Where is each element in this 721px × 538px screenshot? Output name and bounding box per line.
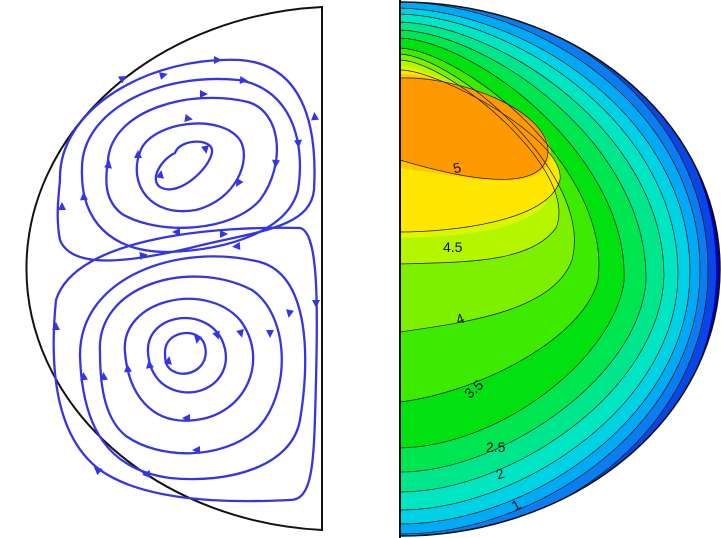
isoline <box>400 47 600 403</box>
isoline <box>400 53 575 333</box>
arrow-marker <box>182 414 190 422</box>
isoline <box>400 21 665 493</box>
arrow-marker <box>272 159 280 168</box>
arrow-marker <box>146 360 154 369</box>
arrow-marker <box>156 170 164 179</box>
isoline <box>400 13 679 511</box>
band-level-15 <box>400 77 548 180</box>
arrow-marker <box>232 242 241 250</box>
arrow-marker <box>58 202 66 210</box>
arrow-marker <box>286 309 294 318</box>
contour-label: 5 <box>451 159 462 176</box>
isoline <box>400 7 691 525</box>
streamline-upper-4 <box>80 77 302 254</box>
right-half-disk-outline <box>399 1 721 537</box>
contour-panel: 5 4.5 4 3.5 2.5 2 1 <box>399 0 721 538</box>
streamline-panel <box>25 5 323 532</box>
contour-bands <box>400 2 720 536</box>
streamline-lower-5 <box>78 255 307 481</box>
streamline-lower-6 <box>52 226 319 503</box>
arrow-marker <box>142 470 151 478</box>
arrow-marker <box>201 145 209 154</box>
arrow-marker <box>100 372 108 381</box>
arrow-marker <box>118 76 127 84</box>
arrow-marker <box>194 335 202 344</box>
arrow-marker <box>172 228 180 236</box>
arrow-marker <box>312 300 320 308</box>
streamline-arrows <box>52 56 320 478</box>
arrow-marker <box>134 150 142 158</box>
arrow-marker <box>139 252 148 260</box>
isoline <box>400 69 561 233</box>
streamline-upper-3 <box>105 96 279 229</box>
arrow-marker <box>214 56 222 64</box>
arrow-marker <box>236 328 244 338</box>
arrow-marker <box>52 322 60 330</box>
isoline <box>400 37 625 449</box>
streamline-lower-4 <box>98 275 283 455</box>
arrow-marker <box>93 466 103 476</box>
arrow-marker <box>80 372 88 381</box>
arrow-marker <box>192 446 200 454</box>
lower-vortex-streamlines <box>52 226 319 503</box>
arrow-marker <box>200 90 208 98</box>
isoline <box>400 77 549 180</box>
isoline <box>400 29 647 473</box>
arrow-marker <box>239 76 248 84</box>
arrow-marker <box>212 330 220 340</box>
contour-label: 4.5 <box>443 239 463 255</box>
contour-label: 2.5 <box>486 439 506 455</box>
streamline-lower-3 <box>123 297 255 422</box>
arrow-marker <box>184 114 193 122</box>
arrow-marker <box>124 364 132 373</box>
contour-value-labels: 5 4.5 4 3.5 2.5 2 1 <box>443 159 523 514</box>
arrow-marker <box>164 356 172 365</box>
streamline-upper-5 <box>56 58 316 262</box>
arrow-marker <box>220 230 228 238</box>
streamline-lower-1 <box>163 331 207 375</box>
arrow-marker <box>104 160 112 169</box>
arrow-marker <box>294 139 302 148</box>
isoline <box>400 2 701 535</box>
streamline-upper-1 <box>154 140 214 191</box>
arrow-marker <box>236 178 244 187</box>
arrow-marker <box>266 330 274 338</box>
arrow-marker <box>158 72 168 80</box>
arrow-marker <box>80 192 88 201</box>
arrow-marker <box>311 112 319 121</box>
streamline-lower-2 <box>146 316 228 394</box>
